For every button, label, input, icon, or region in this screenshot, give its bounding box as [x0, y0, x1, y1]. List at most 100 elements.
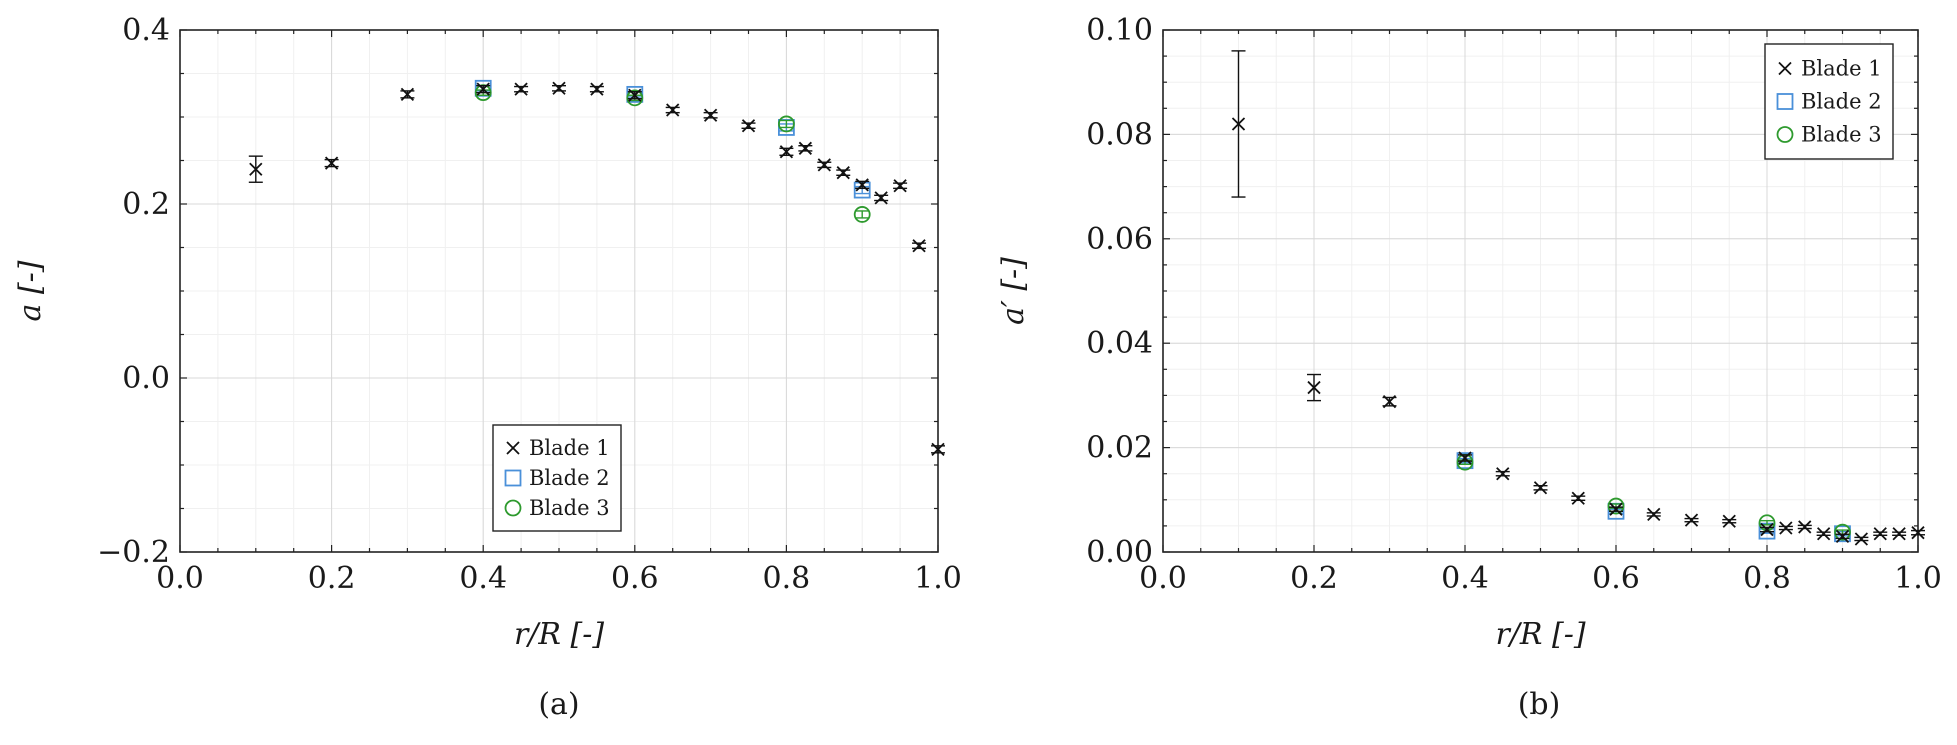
legend-entry: Blade 2	[504, 466, 610, 490]
data-point	[628, 88, 642, 102]
data-point	[912, 239, 926, 253]
data-point	[1816, 527, 1831, 541]
legend-marker	[1776, 93, 1794, 110]
x-axis-label: r/R [-]	[514, 617, 604, 652]
data-point	[836, 166, 850, 180]
data-point	[1607, 497, 1625, 515]
data-point	[1533, 481, 1548, 495]
plot-frame	[179, 29, 939, 553]
panel-caption: (b)	[1518, 687, 1561, 722]
y-tick-label: 0.08	[1086, 117, 1153, 152]
data-point	[855, 178, 869, 192]
legend-entry: Blade 2	[1776, 90, 1882, 114]
legend-label: Blade 1	[529, 436, 610, 460]
x-tick-label: 0.8	[763, 561, 811, 596]
legend-entry: Blade 1	[1778, 57, 1882, 81]
data-point	[1458, 451, 1472, 465]
data-point	[626, 89, 644, 107]
x-tick-label: 0.6	[1592, 561, 1640, 596]
x-tick-label: 1.0	[1894, 561, 1942, 596]
data-point	[931, 442, 945, 456]
x-tick-label: 0.0	[1139, 561, 1187, 596]
data-point	[552, 81, 566, 95]
y-tick-label: 0.02	[1086, 431, 1153, 466]
data-point	[1873, 527, 1887, 541]
plot-frame	[1162, 29, 1919, 553]
data-point	[1854, 532, 1869, 546]
data-point	[741, 119, 756, 133]
data-point	[1571, 491, 1585, 505]
legend: Blade 1 Blade 2 Blade 3	[492, 424, 622, 532]
y-tick-label: 0.4	[122, 13, 170, 48]
data-point	[779, 145, 794, 159]
series-blade-1	[1231, 50, 1925, 546]
y-tick-label: 0.04	[1086, 326, 1153, 361]
data-point	[1911, 526, 1925, 540]
data-point	[514, 82, 528, 96]
data-point	[666, 103, 680, 117]
data-point	[703, 108, 718, 122]
data-point	[1835, 529, 1850, 543]
y-tick-label: 0.00	[1086, 535, 1153, 570]
data-point	[1779, 521, 1793, 535]
data-point	[400, 87, 415, 102]
legend-label: Blade 3	[529, 496, 610, 520]
data-point	[1647, 507, 1661, 522]
data-point	[1892, 527, 1906, 541]
x-tick-label: 0.2	[308, 561, 356, 596]
data-point	[1307, 380, 1321, 395]
data-point	[249, 162, 263, 176]
data-point	[817, 158, 831, 172]
data-point	[853, 206, 871, 223]
x-tick-label: 0.6	[611, 561, 659, 596]
data-point	[1834, 523, 1851, 541]
panel-a: 0.0 0.2 0.4 0.6 0.8 1.0−0.20.00.20.4r/R [-]a …	[13, 13, 962, 722]
legend-label: Blade 3	[1801, 123, 1882, 147]
y-tick-label: 0.0	[122, 361, 170, 396]
data-point	[893, 179, 907, 193]
legend-marker	[504, 469, 522, 487]
data-point	[590, 82, 604, 96]
data-point	[1496, 467, 1510, 481]
data-point	[778, 115, 795, 133]
legend-marker	[504, 499, 522, 517]
data-point	[1760, 522, 1774, 537]
panel-caption: (a)	[538, 687, 579, 722]
legend-entry: Blade 3	[1776, 123, 1882, 147]
legend-marker	[506, 441, 520, 455]
x-tick-label: 0.4	[459, 561, 507, 596]
y-axis-label: a [-]	[13, 260, 48, 321]
x-tick-label: 0.2	[1290, 561, 1338, 596]
y-tick-label: 0.2	[122, 187, 170, 222]
legend: Blade 1 Blade 2 Blade 3	[1764, 43, 1894, 160]
x-axis-label: r/R [-]	[1495, 617, 1585, 652]
legend-entry: Blade 1	[506, 436, 610, 460]
legend-entry: Blade 3	[504, 496, 610, 520]
x-tick-label: 0.8	[1743, 561, 1791, 596]
data-point	[1231, 117, 1246, 131]
data-point	[874, 191, 888, 205]
legend-marker	[1778, 61, 1792, 76]
data-point	[1798, 520, 1812, 534]
x-tick-label: 1.0	[914, 561, 962, 596]
data-point	[1722, 514, 1736, 528]
x-tick-label: 0.0	[156, 561, 204, 596]
data-point	[798, 141, 812, 155]
error-bar	[779, 119, 794, 129]
y-axis-label: a′ [-]	[996, 257, 1031, 325]
y-tick-label: 0.06	[1086, 222, 1153, 257]
error-bar	[855, 210, 870, 219]
legend-label: Blade 1	[1801, 57, 1882, 81]
data-point	[476, 82, 490, 96]
legend-label: Blade 2	[1801, 90, 1882, 114]
data-point	[1684, 513, 1699, 527]
panel-b: 0.0 0.2 0.4 0.6 0.8 1.0 0.00 0.02 0.04 0.06 0.08 0.…	[996, 13, 1942, 722]
legend-label: Blade 2	[529, 466, 610, 490]
data-point	[324, 156, 339, 170]
y-tick-label: −0.2	[97, 535, 170, 570]
y-tick-label: 0.10	[1086, 13, 1153, 48]
data-point	[1609, 502, 1623, 516]
x-tick-label: 0.4	[1441, 561, 1489, 596]
legend-marker	[1776, 126, 1794, 143]
